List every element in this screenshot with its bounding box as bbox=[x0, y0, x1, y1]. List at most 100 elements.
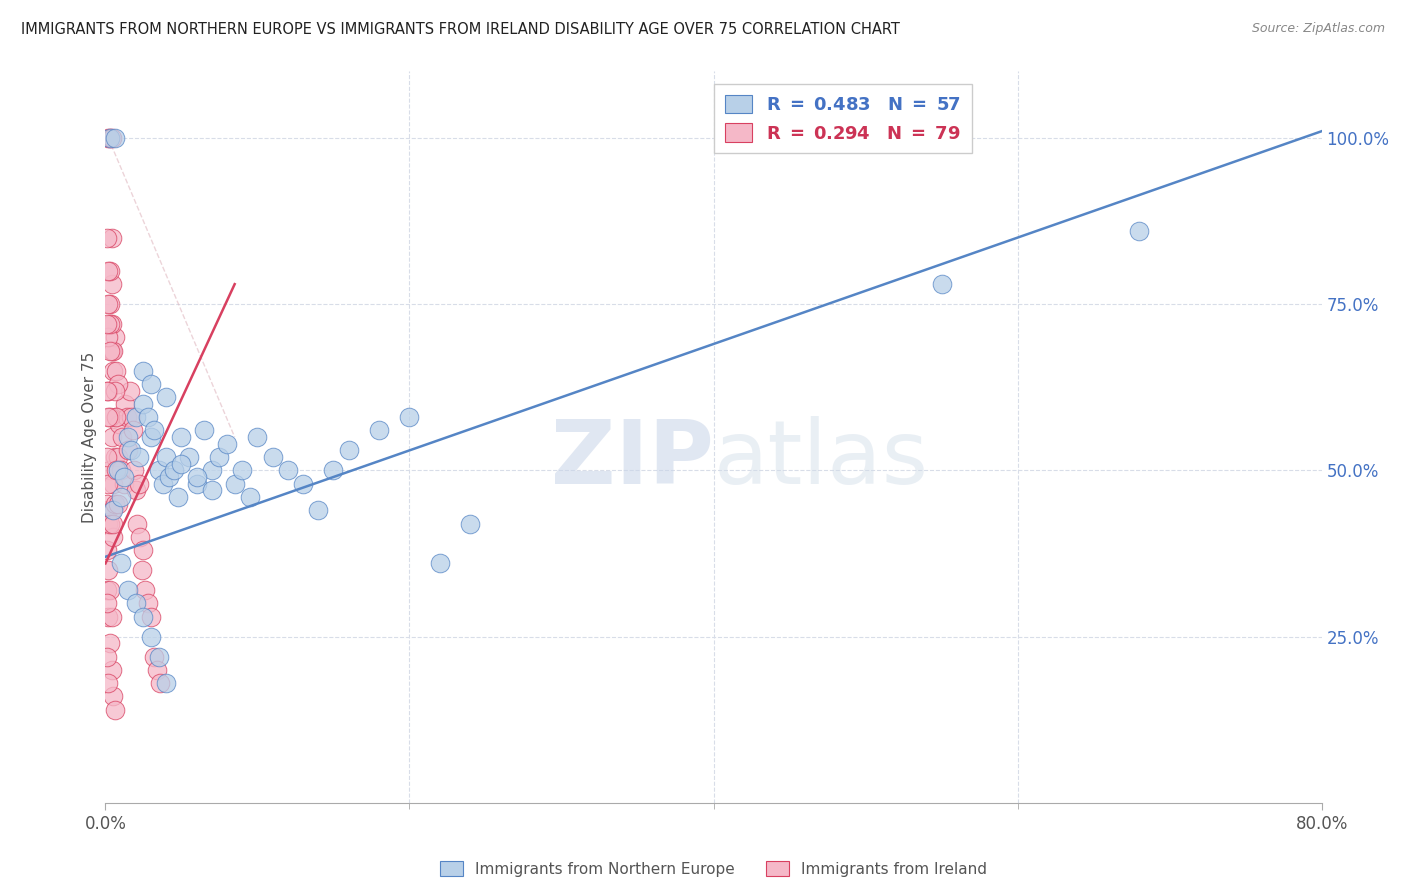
Point bbox=[98, 516, 121, 531]
Point bbox=[105, 463, 128, 477]
Point bbox=[100, 131, 122, 145]
Point bbox=[931, 277, 953, 292]
Point bbox=[277, 463, 299, 477]
Point bbox=[148, 649, 170, 664]
Point bbox=[107, 497, 129, 511]
Point bbox=[148, 463, 170, 477]
Point bbox=[128, 476, 150, 491]
Point bbox=[101, 343, 124, 358]
Point bbox=[117, 443, 139, 458]
Point bbox=[105, 410, 128, 425]
Point bbox=[97, 516, 120, 531]
Point bbox=[231, 463, 253, 477]
Point bbox=[114, 397, 136, 411]
Text: atlas: atlas bbox=[713, 416, 929, 502]
Point bbox=[107, 376, 129, 391]
Point bbox=[125, 596, 148, 610]
Point bbox=[98, 317, 121, 331]
Point bbox=[143, 424, 166, 438]
Point bbox=[170, 457, 193, 471]
Point bbox=[110, 490, 132, 504]
Point bbox=[132, 543, 155, 558]
Point bbox=[217, 436, 239, 450]
Point bbox=[100, 609, 122, 624]
Point bbox=[100, 430, 122, 444]
Point bbox=[103, 330, 125, 344]
Point bbox=[110, 463, 132, 477]
Point bbox=[292, 476, 315, 491]
Point bbox=[337, 443, 360, 458]
Point bbox=[246, 430, 269, 444]
Point bbox=[101, 690, 124, 704]
Point bbox=[98, 264, 121, 278]
Point bbox=[132, 397, 155, 411]
Point bbox=[127, 516, 149, 531]
Point bbox=[125, 483, 148, 498]
Point bbox=[96, 230, 118, 244]
Point bbox=[155, 450, 177, 464]
Point bbox=[131, 563, 153, 577]
Point bbox=[157, 470, 180, 484]
Point bbox=[101, 516, 124, 531]
Point bbox=[120, 410, 142, 425]
Point bbox=[100, 277, 122, 292]
Point bbox=[98, 297, 121, 311]
Point bbox=[307, 503, 329, 517]
Point bbox=[100, 343, 122, 358]
Point bbox=[105, 363, 128, 377]
Point bbox=[98, 343, 121, 358]
Point bbox=[97, 676, 120, 690]
Point bbox=[98, 582, 121, 597]
Point bbox=[96, 582, 118, 597]
Point bbox=[98, 636, 121, 650]
Point bbox=[177, 450, 200, 464]
Point bbox=[107, 450, 129, 464]
Point bbox=[143, 649, 166, 664]
Text: IMMIGRANTS FROM NORTHERN EUROPE VS IMMIGRANTS FROM IRELAND DISABILITY AGE OVER 7: IMMIGRANTS FROM NORTHERN EUROPE VS IMMIG… bbox=[21, 22, 900, 37]
Point bbox=[398, 410, 420, 425]
Point bbox=[146, 663, 169, 677]
Point bbox=[101, 503, 124, 517]
Point bbox=[97, 131, 120, 145]
Point bbox=[105, 410, 128, 425]
Point bbox=[155, 676, 177, 690]
Point bbox=[96, 384, 118, 398]
Point bbox=[224, 476, 246, 491]
Point bbox=[186, 470, 208, 484]
Point bbox=[136, 410, 159, 425]
Point bbox=[155, 390, 177, 404]
Point bbox=[108, 417, 131, 431]
Point bbox=[136, 596, 159, 610]
Point bbox=[96, 649, 118, 664]
Point bbox=[124, 463, 146, 477]
Point bbox=[98, 131, 121, 145]
Point bbox=[115, 410, 138, 425]
Point bbox=[111, 430, 134, 444]
Point bbox=[121, 424, 143, 438]
Point bbox=[368, 424, 391, 438]
Point bbox=[139, 609, 162, 624]
Y-axis label: Disability Age Over 75: Disability Age Over 75 bbox=[82, 351, 97, 523]
Point bbox=[97, 264, 120, 278]
Point bbox=[103, 131, 125, 145]
Point bbox=[429, 557, 451, 571]
Legend: Immigrants from Northern Europe, Immigrants from Ireland: Immigrants from Northern Europe, Immigra… bbox=[434, 855, 993, 883]
Point bbox=[322, 463, 344, 477]
Point bbox=[98, 410, 121, 425]
Point bbox=[163, 463, 186, 477]
Point bbox=[458, 516, 481, 531]
Text: Source: ZipAtlas.com: Source: ZipAtlas.com bbox=[1251, 22, 1385, 36]
Point bbox=[97, 609, 120, 624]
Point bbox=[96, 317, 118, 331]
Point bbox=[139, 630, 162, 644]
Point bbox=[186, 476, 208, 491]
Point bbox=[97, 563, 120, 577]
Point bbox=[97, 297, 120, 311]
Point bbox=[125, 410, 148, 425]
Point bbox=[97, 384, 120, 398]
Point bbox=[103, 450, 125, 464]
Point bbox=[132, 363, 155, 377]
Point bbox=[96, 596, 118, 610]
Point bbox=[152, 476, 174, 491]
Point bbox=[129, 530, 152, 544]
